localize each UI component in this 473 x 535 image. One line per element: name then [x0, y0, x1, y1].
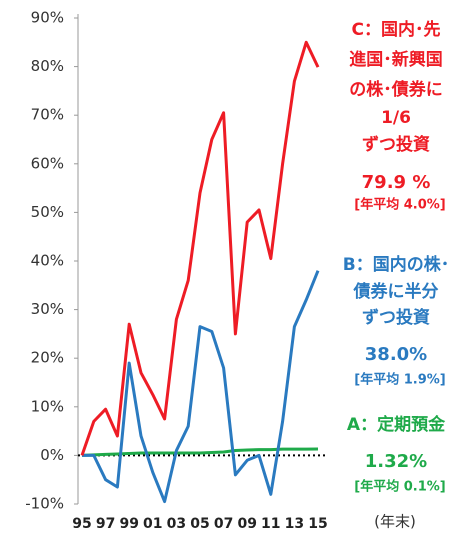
y-tick-label: -10%	[25, 495, 64, 513]
x-tick-label: 15	[308, 516, 327, 532]
x-tick-label: 05	[190, 516, 209, 532]
end-value-label: 1.32%	[365, 451, 427, 472]
y-tick-label: 80%	[31, 57, 64, 75]
end-value-label: 38.0%	[365, 344, 427, 365]
legend-label: 債券に半分	[353, 281, 439, 302]
x-tick-label: 09	[237, 516, 256, 532]
y-tick-label: 30%	[31, 300, 64, 318]
legend-label: C：国内･先	[352, 19, 441, 40]
annual-label: [年平均 1.9%]	[354, 372, 445, 388]
series-line	[81, 447, 319, 457]
x-tick-label: 13	[285, 516, 304, 532]
legend-label: ずつ投資	[362, 134, 430, 155]
x-axis-label: (年末)	[374, 513, 416, 531]
y-tick-label: 50%	[31, 203, 64, 221]
legend-label: A：定期預金	[347, 414, 446, 435]
legend-label: B：国内の株･	[343, 254, 449, 275]
y-tick-label: 0%	[40, 446, 64, 464]
legend-label: 1/6	[381, 108, 411, 128]
x-tick-label: 95	[72, 516, 91, 532]
y-tick-label: 20%	[31, 349, 64, 367]
series-line	[80, 40, 320, 456]
x-tick-label: 11	[261, 516, 280, 532]
y-tick-label: 10%	[31, 397, 64, 415]
x-tick-label: 03	[167, 516, 186, 532]
x-tick-label: 01	[143, 516, 162, 532]
y-tick-label: 40%	[31, 252, 64, 270]
legend-label: ずつ投資	[362, 307, 430, 328]
annual-label: [年平均 4.0%]	[354, 197, 445, 213]
y-tick-label: 60%	[31, 154, 64, 172]
x-tick-label: 99	[119, 516, 138, 532]
x-tick-label: 97	[96, 516, 115, 532]
legend-label: の株･債券に	[349, 79, 443, 100]
series-line	[82, 270, 320, 504]
annual-label: [年平均 0.1%]	[354, 479, 445, 495]
x-tick-label: 07	[214, 516, 233, 532]
end-value-label: 79.9 %	[362, 172, 431, 193]
y-tick-label: 90%	[31, 9, 64, 27]
y-tick-label: 70%	[31, 106, 64, 124]
legend-label: 進国･新興国	[349, 49, 443, 70]
